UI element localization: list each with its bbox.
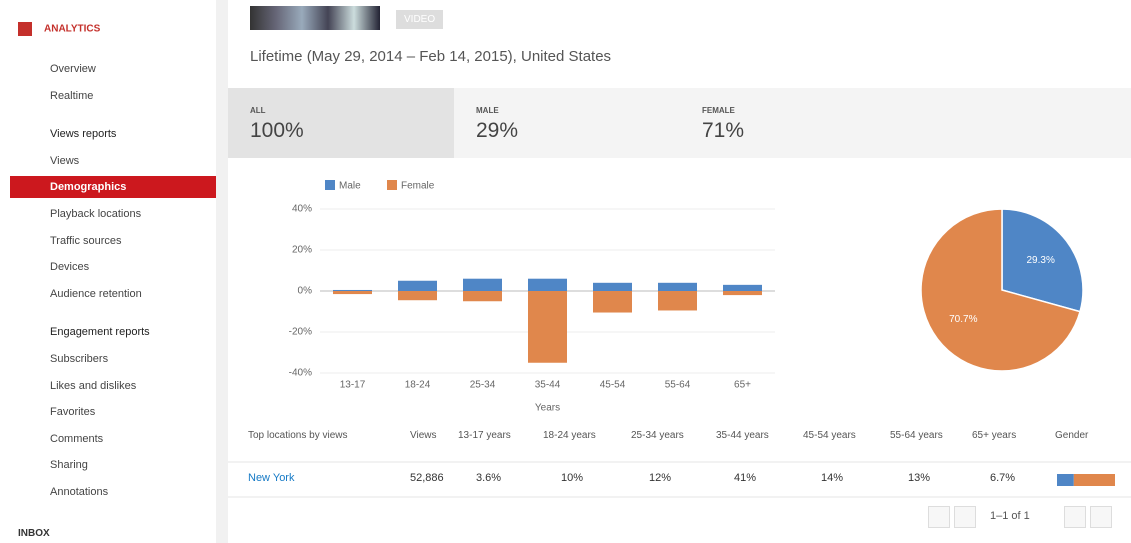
- video-thumbnail: [250, 6, 380, 30]
- nav-item[interactable]: Sharing: [10, 454, 216, 476]
- page: ANALYTICS INBOX Overview Realtime Views re…: [0, 0, 1131, 543]
- nav-item[interactable]: Devices: [10, 256, 216, 278]
- table-cell: 3.6%: [476, 472, 501, 484]
- table-cell: 14%: [821, 472, 843, 484]
- table-header: 25-34 years: [631, 430, 684, 441]
- nav-item[interactable]: Annotations: [10, 481, 216, 503]
- table-header: 35-44 years: [716, 430, 769, 441]
- table-cell: 6.7%: [990, 472, 1015, 484]
- tab[interactable]: ALL 100%: [228, 88, 454, 158]
- page-next[interactable]: [1064, 506, 1086, 528]
- table-cell: 10%: [561, 472, 583, 484]
- sidebar-footer[interactable]: INBOX: [18, 528, 50, 539]
- page-last[interactable]: [1090, 506, 1112, 528]
- sidebar: ANALYTICS INBOX Overview Realtime Views re…: [0, 0, 216, 543]
- page-first[interactable]: [928, 506, 950, 528]
- nav-item[interactable]: Engagement reports: [10, 321, 216, 343]
- main-panel: VIDEO Lifetime (May 29, 2014 – Feb 14, 2…: [228, 0, 1131, 543]
- table-header: Top locations by views: [248, 430, 358, 441]
- tab-value: 29%: [476, 119, 680, 143]
- nav-item[interactable]: Subscribers: [10, 348, 216, 370]
- table-header: 55-64 years: [890, 430, 943, 441]
- table-header: Gender: [1055, 430, 1088, 441]
- tab[interactable]: MALE 29%: [454, 88, 680, 158]
- table-header: 13-17 years: [458, 430, 511, 441]
- table-cell: 13%: [908, 472, 930, 484]
- brand: ANALYTICS: [18, 22, 100, 36]
- subtitle: Lifetime (May 29, 2014 – Feb 14, 2015), …: [250, 48, 611, 65]
- table-header: Views: [410, 430, 437, 441]
- nav-item[interactable]: Likes and dislikes: [10, 375, 216, 397]
- tab-label: FEMALE: [702, 106, 906, 115]
- table-cell: 41%: [734, 472, 756, 484]
- nav-item[interactable]: Comments: [10, 428, 216, 450]
- video-button[interactable]: VIDEO: [396, 10, 443, 29]
- brand-text: ANALYTICS: [44, 24, 100, 35]
- nav-item[interactable]: Overview: [10, 58, 216, 80]
- tab[interactable]: FEMALE 71%: [680, 88, 906, 158]
- tabs: ALL 100% MALE 29% FEMALE 71%: [228, 88, 1131, 158]
- tab-label: ALL: [250, 106, 454, 115]
- nav-item[interactable]: Favorites: [10, 401, 216, 423]
- nav-item[interactable]: Views reports: [10, 123, 216, 145]
- table-header: 18-24 years: [543, 430, 596, 441]
- table-cell: 52,886: [410, 472, 444, 484]
- page-prev[interactable]: [954, 506, 976, 528]
- tab-value: 71%: [702, 119, 906, 143]
- table-cell: 12%: [649, 472, 671, 484]
- tab-value: 100%: [250, 119, 454, 143]
- nav-item[interactable]: Traffic sources: [10, 230, 216, 252]
- nav-item[interactable]: Playback locations: [10, 203, 216, 225]
- pagination: 1–1 of 1: [990, 510, 1030, 522]
- nav-item[interactable]: Audience retention: [10, 283, 216, 305]
- tab-label: MALE: [476, 106, 680, 115]
- table-header: 65+ years: [972, 430, 1016, 441]
- table-cell[interactable]: New York: [248, 472, 294, 484]
- nav-item[interactable]: Realtime: [10, 85, 216, 107]
- table-header: 45-54 years: [803, 430, 856, 441]
- nav-item[interactable]: Demographics: [10, 176, 216, 198]
- nav-item[interactable]: Views: [10, 150, 216, 172]
